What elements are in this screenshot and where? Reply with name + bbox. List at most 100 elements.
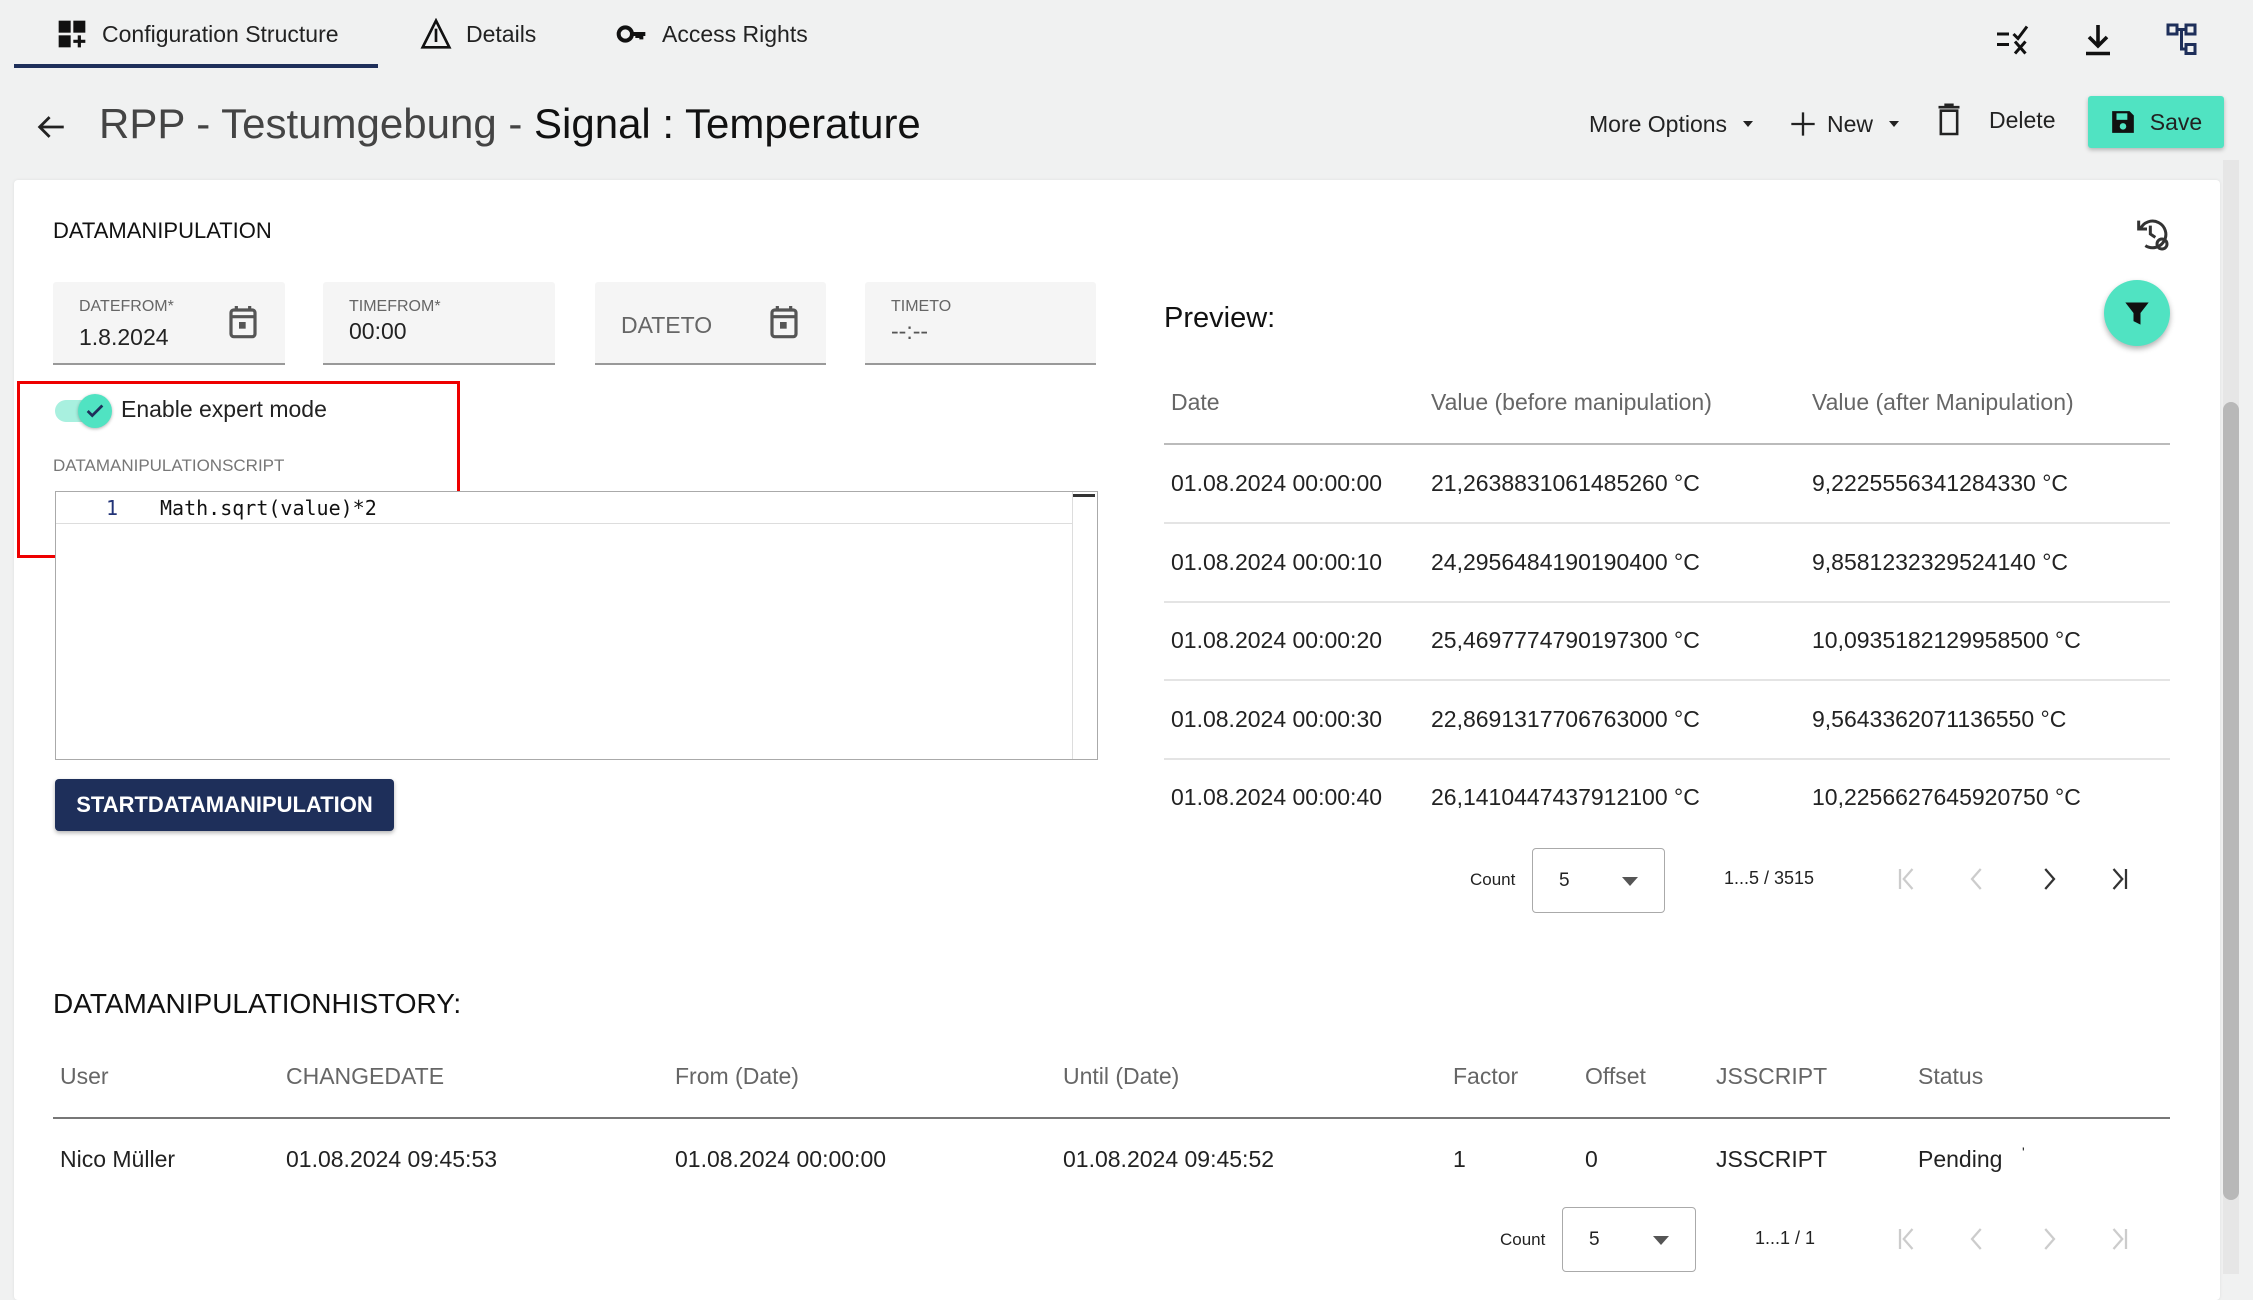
column-header: From (Date) [675,1063,799,1089]
table-cell: 21,2638831061485260 °C [1431,470,1700,496]
column-header: Until (Date) [1063,1063,1180,1089]
trash-icon [1938,103,1960,136]
first-page-icon[interactable] [1890,1224,1920,1254]
prev-page-icon[interactable] [1962,864,1992,894]
table-cell: Nico Müller [60,1146,176,1172]
script-editor[interactable]: 1 Math.sqrt(value)*2 [55,491,1098,760]
status-indicator: ' [2022,1144,2025,1160]
datefrom-label: DATEFROM* [79,298,174,315]
new-button[interactable]: New [1789,104,1900,144]
row-divider [1164,522,2170,524]
dropdown-arrow-icon [1653,1235,1669,1245]
last-page-icon[interactable] [2106,1224,2136,1254]
delete-label: Delete [1989,106,2056,133]
row-divider [1164,600,2170,603]
tab-configuration-structure[interactable]: Configuration Structure [56,14,339,54]
caret-down-icon [1743,121,1754,127]
history-count-select[interactable]: 5 [1562,1207,1696,1272]
dropdown-arrow-icon [1622,876,1638,886]
tab-label: Access Rights [662,20,808,47]
last-page-icon[interactable] [2106,864,2136,894]
timeto-value: --:-- [891,318,929,344]
table-cell: 9,8581232329524140 °C [1812,548,2069,575]
check-icon [86,404,104,418]
expert-mode-label: Enable expert mode [121,396,327,422]
history-settings-icon[interactable] [2132,214,2172,254]
page-title: RPP - Testumgebung - Signal : Temperatur… [99,100,921,148]
script-code[interactable]: Math.sqrt(value)*2 [160,496,377,520]
start-datamanipulation-button[interactable]: STARTDATAMANIPULATION [55,779,394,831]
table-cell: 01.08.2024 00:00:40 [1171,784,1383,810]
timeto-label: TIMETO [891,298,952,315]
column-header: Date [1171,389,1220,415]
next-page-icon[interactable] [2034,864,2064,894]
first-page-icon[interactable] [1890,864,1920,894]
list-check-icon[interactable] [1994,22,2030,58]
page-range: 1...5 / 3515 [1724,868,1815,888]
table-cell: 24,2956484190190400 °C [1431,548,1700,575]
table-cell: 01.08.2024 00:00:00 [675,1146,887,1172]
filter-button[interactable] [2104,280,2170,346]
title-prefix: RPP - Testumgebung - [99,100,535,147]
next-page-icon[interactable] [2034,1224,2064,1254]
column-header: Factor [1453,1063,1519,1089]
timeto-field[interactable]: TIMETO --:-- [865,282,1096,365]
table-cell: 01.08.2024 00:00:30 [1171,705,1383,732]
column-header: Value (before manipulation) [1431,389,1712,415]
timefrom-label: TIMEFROM* [349,298,441,315]
tree-structure-icon[interactable] [2165,22,2201,58]
save-button[interactable]: Save [2088,96,2224,148]
header-divider [53,1117,2170,1119]
datefrom-value: 1.8.2024 [79,324,169,350]
toggle-knob[interactable] [78,394,112,428]
calendar-icon[interactable] [768,304,800,340]
save-label: Save [2149,108,2203,135]
datefrom-field[interactable]: DATEFROM* 1.8.2024 [53,282,285,365]
new-label: New [1827,110,1874,137]
column-header: CHANGEDATE [286,1063,445,1089]
editor-scrollbar[interactable] [1072,492,1073,759]
table-cell: 01.08.2024 00:00:10 [1171,548,1383,575]
calendar-icon[interactable] [227,304,259,340]
tab-details[interactable]: Details [420,14,536,54]
table-cell: 22,8691317706763000 °C [1431,705,1700,732]
dashboard-add-icon [58,20,86,48]
back-arrow-icon[interactable] [34,110,68,144]
row-divider [1164,757,2170,760]
tab-label: Details [466,20,537,47]
scroll-marker [1073,494,1095,497]
tab-access-rights[interactable]: Access Rights [616,14,808,54]
column-header: JSSCRIPT [1716,1063,1828,1089]
dateto-field[interactable]: DATETO [595,282,826,365]
title-main: Signal : Temperature [534,100,921,147]
column-header: Status [1918,1063,1984,1089]
caret-down-icon [1889,121,1900,127]
header-divider [1164,443,2170,445]
scrollbar-thumb[interactable] [2223,402,2239,1200]
timefrom-field[interactable]: TIMEFROM* 00:00 [323,282,555,365]
prev-page-icon[interactable] [1962,1224,1992,1254]
table-cell: 01.08.2024 00:00:20 [1171,627,1383,653]
table-cell: 1 [1453,1146,1466,1172]
plus-icon [1791,112,1815,136]
delete-button[interactable]: Delete [1935,100,2055,140]
row-divider [1164,679,2170,681]
table-cell: Pending [1918,1146,2003,1172]
dateto-placeholder: DATETO [621,312,713,338]
filter-icon [2125,302,2149,325]
table-cell: JSSCRIPT [1716,1146,1828,1172]
line-number: 1 [106,496,119,520]
warning-triangle-icon [420,18,452,49]
more-options-button[interactable]: More Options [1589,104,1754,144]
current-line-highlight [56,492,1073,524]
column-header: Value (after Manipulation) [1812,389,2074,415]
page-range: 1...1 / 1 [1755,1228,1816,1248]
table-cell: 01.08.2024 09:45:52 [1063,1146,1275,1172]
preview-count-select[interactable]: 5 [1532,848,1665,913]
active-tab-indicator [14,64,378,68]
download-icon[interactable] [2080,22,2116,58]
key-icon [616,25,646,43]
count-value: 5 [1589,1228,1600,1250]
table-cell: 9,2225556341284330 °C [1812,470,2069,496]
table-cell: 01.08.2024 09:45:53 [286,1146,498,1172]
